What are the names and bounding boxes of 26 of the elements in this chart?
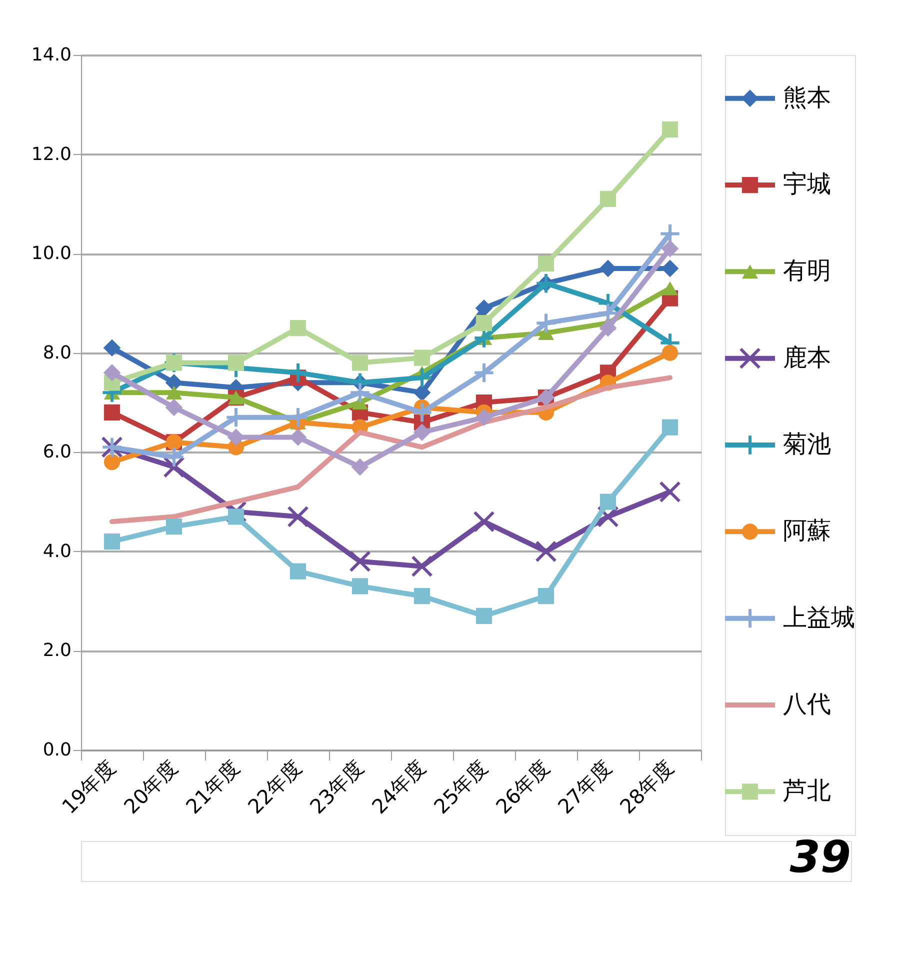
legend-label: 芦北 (783, 776, 831, 805)
x-tick-label: 25年度 (429, 755, 492, 819)
legend-label: 阿蘇 (783, 516, 831, 545)
x-tick-label: 20年度 (119, 755, 182, 819)
y-tick-label: 6.0 (42, 442, 72, 463)
legend-label: 熊本 (783, 83, 831, 112)
y-tick-label: 4.0 (42, 540, 72, 562)
x-tick-label: 21年度 (181, 755, 244, 819)
y-tick-label: 10.0 (31, 243, 72, 264)
x-tick-label: 27年度 (553, 755, 616, 819)
legend-label: 八代 (783, 690, 831, 718)
legend-label: 鹿本 (783, 343, 831, 372)
x-tick-label: 28年度 (615, 755, 678, 819)
text: 39 (790, 832, 851, 883)
x-tick-label: 23年度 (305, 755, 368, 819)
legend-label: 宇城 (783, 170, 831, 198)
x-tick-label: 22年度 (243, 755, 306, 819)
legend-label: 上益城 (783, 603, 855, 632)
x-tick-label: 24年度 (367, 755, 430, 819)
y-tick-label: 14.0 (31, 44, 72, 66)
y-tick-label: 12.0 (31, 144, 72, 165)
legend-label: 有明 (783, 256, 831, 285)
y-tick-label: 8.0 (42, 342, 72, 364)
legend-label: 菊池 (783, 430, 831, 458)
x-tick-label: 26年度 (491, 755, 554, 819)
y-tick-label: 2.0 (42, 640, 72, 662)
